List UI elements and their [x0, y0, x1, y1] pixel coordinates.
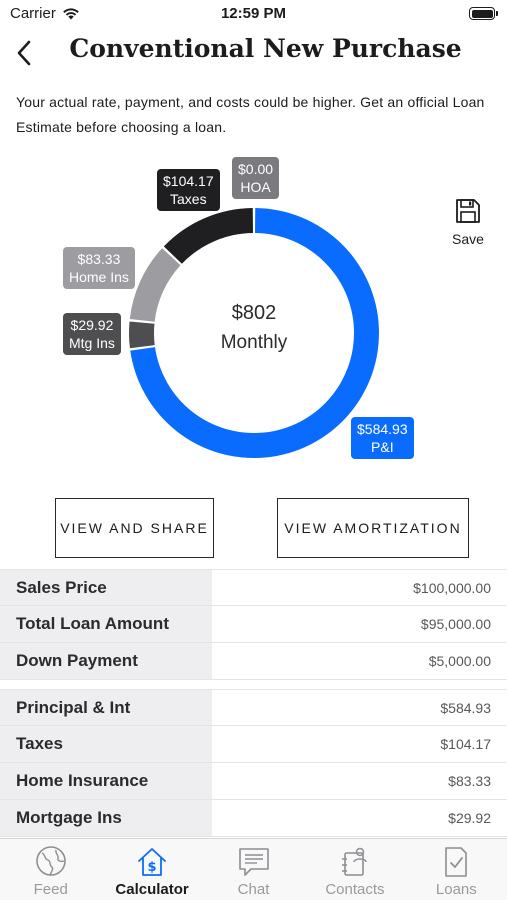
callout-home-ins-label: Home Ins — [69, 269, 129, 285]
tab-label: Chat — [237, 881, 270, 898]
view-and-share-button[interactable]: VIEW AND SHARE — [55, 498, 214, 558]
tab-loans[interactable]: Loans — [406, 839, 507, 900]
callout-mtg-ins-value: $29.92 — [70, 317, 114, 333]
chart-center-amount: $802 — [231, 302, 277, 324]
status-bar: Carrier 12:59 PM — [0, 0, 507, 28]
row-label: Total Loan Amount — [0, 606, 212, 642]
table-row: Down Payment $5,000.00 — [0, 643, 507, 680]
row-label: Principal & Int — [0, 690, 212, 725]
row-label: Mortgage Ins — [0, 800, 212, 836]
donut-slice-mtg-ins — [129, 321, 155, 349]
row-label: Sales Price — [0, 570, 212, 605]
table-row: Taxes $104.17 — [0, 726, 507, 763]
table-row: Sales Price $100,000.00 — [0, 569, 507, 606]
donut-slice-home-ins — [129, 248, 181, 322]
document-check-icon — [445, 847, 468, 877]
callout-home-ins-value: $83.33 — [77, 251, 121, 267]
globe-icon — [35, 846, 66, 876]
svg-text:$: $ — [148, 860, 157, 875]
wifi-icon — [63, 8, 79, 20]
donut-chart — [129, 208, 380, 458]
payment-chart — [0, 150, 507, 470]
nav-bar: Conventional New Purchase — [0, 30, 507, 74]
callout-mtg-ins: $29.92 Mtg Ins — [63, 313, 121, 355]
tab-label: Contacts — [325, 881, 385, 898]
row-value: $5,000.00 — [428, 653, 491, 669]
callout-hoa-label: HOA — [240, 179, 271, 195]
tab-calculator[interactable]: $ Calculator — [101, 839, 202, 900]
row-label: Down Payment — [0, 643, 212, 679]
callout-pi: $584.93 P&I — [351, 417, 414, 459]
tab-contacts[interactable]: Contacts — [304, 839, 405, 900]
house-dollar-icon: $ — [138, 848, 167, 876]
tab-bar: Feed $ Calculator Chat Contacts — [0, 838, 507, 900]
tab-label: Feed — [33, 881, 68, 898]
tab-chat[interactable]: Chat — [203, 839, 304, 900]
row-label: Home Insurance — [0, 763, 212, 799]
callout-mtg-ins-label: Mtg Ins — [69, 335, 115, 351]
callout-taxes: $104.17 Taxes — [157, 169, 220, 211]
tab-label: Calculator — [115, 881, 189, 898]
back-button[interactable] — [8, 34, 40, 72]
table-row: Mortgage Ins $29.92 — [0, 800, 507, 837]
row-value: $104.17 — [440, 736, 491, 752]
table-row: Principal & Int $584.93 — [0, 689, 507, 726]
callout-pi-label: P&I — [371, 439, 394, 455]
tab-label: Loans — [435, 881, 477, 898]
callout-hoa-value: $0.00 — [238, 161, 274, 177]
row-value: $29.92 — [448, 810, 491, 826]
callout-pi-value: $584.93 — [357, 421, 408, 437]
row-value: $95,000.00 — [420, 616, 491, 632]
chart-center-label: Monthly — [220, 332, 288, 353]
disclaimer-text: Your actual rate, payment, and costs cou… — [16, 94, 485, 135]
page-title: Conventional New Purchase — [69, 34, 462, 63]
floppy-disk-icon — [456, 199, 480, 223]
status-time: 12:59 PM — [220, 5, 287, 22]
table-row: Total Loan Amount $95,000.00 — [0, 606, 507, 643]
table-row: Home Insurance $83.33 — [0, 763, 507, 800]
save-label: Save — [452, 231, 484, 247]
carrier: Carrier — [10, 5, 80, 22]
callout-taxes-label: Taxes — [170, 191, 207, 207]
row-value: $100,000.00 — [413, 579, 491, 596]
chat-icon — [238, 848, 269, 876]
donut-slice-taxes — [163, 208, 254, 264]
save-button[interactable]: Save — [444, 198, 492, 247]
loan-summary-table: Sales Price $100,000.00 Total Loan Amoun… — [0, 569, 507, 680]
contacts-icon — [341, 847, 367, 876]
row-value: $83.33 — [448, 773, 491, 789]
chevron-left-icon — [17, 40, 31, 66]
payment-breakdown-table: Principal & Int $584.93 Taxes $104.17 Ho… — [0, 689, 507, 837]
carrier-label: Carrier — [10, 5, 56, 22]
row-label: Taxes — [0, 726, 212, 762]
callout-taxes-value: $104.17 — [163, 173, 214, 189]
callout-hoa: $0.00 HOA — [232, 157, 280, 199]
tab-feed[interactable]: Feed — [0, 839, 101, 900]
battery-icon — [469, 7, 498, 20]
view-amortization-button[interactable]: VIEW AMORTIZATION — [277, 498, 469, 558]
row-value: $584.93 — [440, 699, 491, 716]
callout-home-ins: $83.33 Home Ins — [63, 247, 135, 289]
